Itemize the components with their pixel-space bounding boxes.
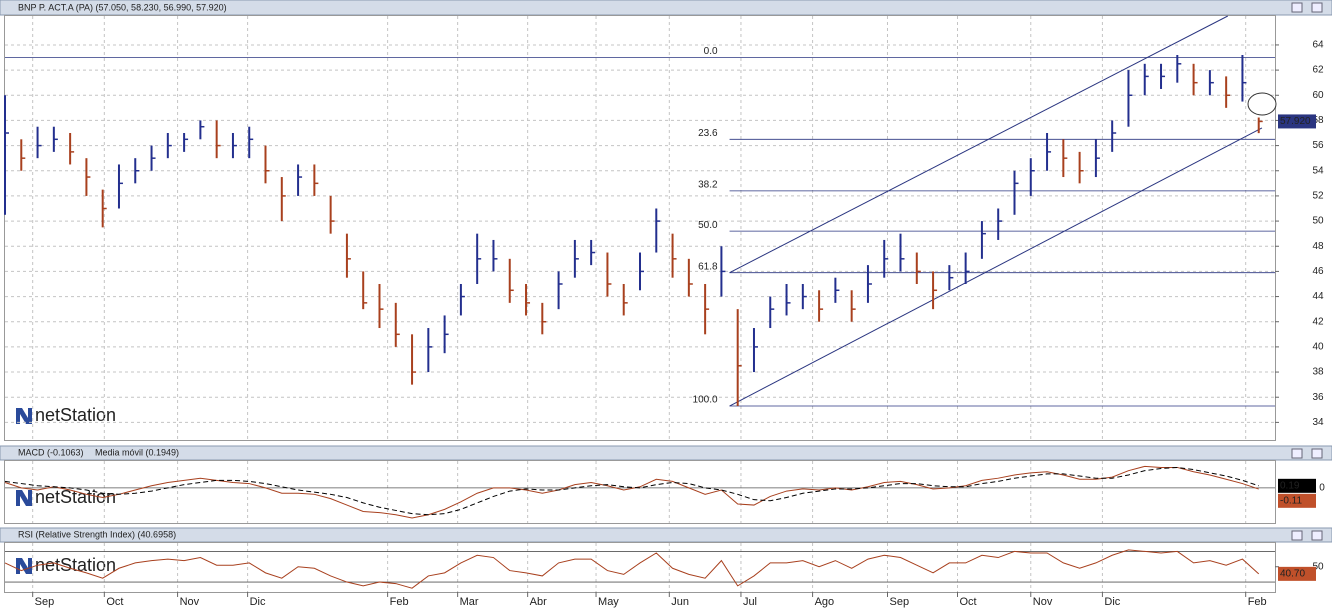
header-bar	[0, 527, 1332, 543]
y-tick-label: 38	[1312, 367, 1324, 378]
x-tick-label: Mar	[460, 596, 479, 608]
y-tick-label: 62	[1312, 65, 1324, 76]
last-value-box-label: 0.19	[1280, 480, 1300, 491]
channel-line	[729, 15, 1229, 274]
fib-label: 50.0	[698, 220, 718, 231]
price-frame	[4, 15, 1276, 441]
x-tick-label: Ago	[815, 596, 835, 608]
last-value-box-label: -0.11	[1280, 495, 1302, 506]
fib-label: 61.8	[698, 261, 718, 272]
x-tick-label: Jul	[743, 596, 757, 608]
y-tick-label: 34	[1312, 417, 1324, 428]
x-tick-label: May	[598, 596, 619, 608]
macd-frame	[4, 460, 1276, 524]
watermark-text: netStation	[35, 555, 116, 575]
last-value-box-label: 57.920	[1280, 116, 1311, 127]
y-tick-label: 50	[1312, 561, 1324, 572]
annotation-circle	[1247, 92, 1277, 116]
chart-title: RSI (Relative Strength Index) (40.6958)	[18, 529, 176, 539]
fib-label: 0.0	[704, 46, 718, 57]
y-tick-label: 0	[1319, 483, 1325, 494]
y-tick-label: 64	[1312, 40, 1324, 51]
macd-line	[4, 465, 1259, 519]
macd-header: MACD (-0.1063) Media móvil (0.1949)	[0, 445, 1332, 461]
minimize-button[interactable]	[1291, 448, 1303, 459]
y-tick-label: 44	[1312, 291, 1324, 302]
x-tick-label: Oct	[960, 596, 977, 608]
last-value-box	[1278, 114, 1316, 129]
minimize-button[interactable]	[1291, 530, 1303, 541]
y-tick-label: 56	[1312, 140, 1324, 151]
x-tick-label: Jun	[671, 596, 689, 608]
y-tick-label: 46	[1312, 266, 1324, 277]
x-tick-label: Oct	[106, 596, 123, 608]
legend-entry: Media móvil (0.1949)	[95, 447, 179, 457]
y-tick-label: 50	[1312, 216, 1324, 227]
x-tick-label: Dic	[1104, 596, 1120, 608]
y-tick-label: 60	[1312, 90, 1324, 101]
y-tick-label: 54	[1312, 165, 1324, 176]
watermark-text: netStation	[35, 405, 116, 425]
x-tick-label: Nov	[180, 596, 200, 608]
rsi-line	[4, 549, 1260, 589]
maximize-button[interactable]	[1311, 2, 1323, 13]
logo	[16, 408, 32, 424]
macd-line	[4, 466, 1259, 516]
last-value-box	[1278, 478, 1316, 493]
x-tick-label: Feb	[390, 596, 409, 608]
x-tick-label: Nov	[1033, 596, 1053, 608]
y-tick-label: 48	[1312, 241, 1324, 252]
y-tick-label: 36	[1312, 392, 1324, 403]
last-value-box	[1278, 493, 1316, 508]
price-header: BNP P. ACT.A (PA) (57.050, 58.230, 56.99…	[0, 0, 1332, 16]
maximize-button[interactable]	[1311, 530, 1323, 541]
logo	[16, 490, 32, 506]
legend-entry: MACD (-0.1063)	[18, 447, 84, 457]
last-value-box-label: 40.70	[1280, 568, 1305, 579]
x-tick-label: Sep	[889, 596, 909, 608]
x-tick-label: Abr	[530, 596, 547, 608]
rsi-frame	[4, 542, 1276, 593]
y-tick-label: 42	[1312, 316, 1324, 327]
x-tick-label: Sep	[35, 596, 55, 608]
maximize-button[interactable]	[1311, 448, 1323, 459]
last-value-box	[1278, 566, 1316, 581]
fib-label: 38.2	[698, 180, 718, 191]
x-tick-label: Dic	[250, 596, 266, 608]
channel-line	[729, 127, 1263, 407]
chart-title: BNP P. ACT.A (PA) (57.050, 58.230, 56.99…	[18, 2, 227, 12]
rsi-header: RSI (Relative Strength Index) (40.6958)	[0, 527, 1332, 543]
y-tick-label: 58	[1312, 115, 1324, 126]
x-tick-label: Feb	[1248, 596, 1267, 608]
minimize-button[interactable]	[1291, 2, 1303, 13]
y-tick-label: 52	[1312, 191, 1324, 202]
y-tick-label: 40	[1312, 342, 1324, 353]
fib-label: 100.0	[693, 395, 718, 406]
header-bar	[0, 445, 1332, 461]
fib-label: 23.6	[698, 128, 718, 139]
